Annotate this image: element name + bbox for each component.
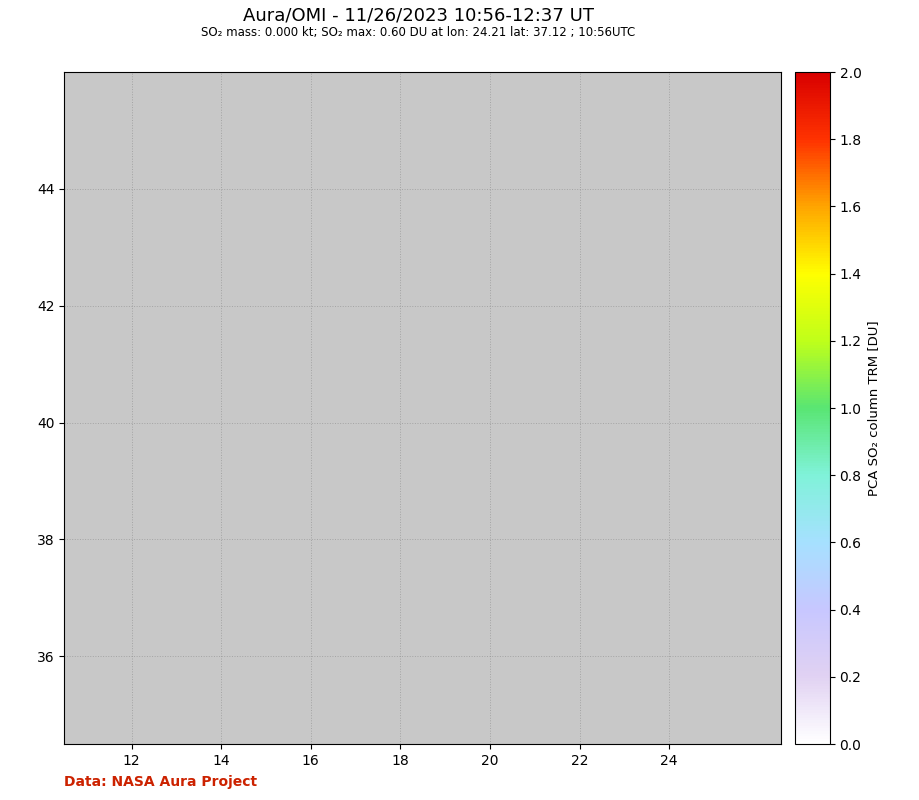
Text: Data: NASA Aura Project: Data: NASA Aura Project bbox=[64, 774, 257, 789]
Text: Aura/OMI - 11/26/2023 10:56-12:37 UT: Aura/OMI - 11/26/2023 10:56-12:37 UT bbox=[243, 6, 594, 24]
Text: SO₂ mass: 0.000 kt; SO₂ max: 0.60 DU at lon: 24.21 lat: 37.12 ; 10:56UTC: SO₂ mass: 0.000 kt; SO₂ max: 0.60 DU at … bbox=[201, 26, 635, 39]
Y-axis label: PCA SO₂ column TRM [DU]: PCA SO₂ column TRM [DU] bbox=[868, 320, 880, 496]
